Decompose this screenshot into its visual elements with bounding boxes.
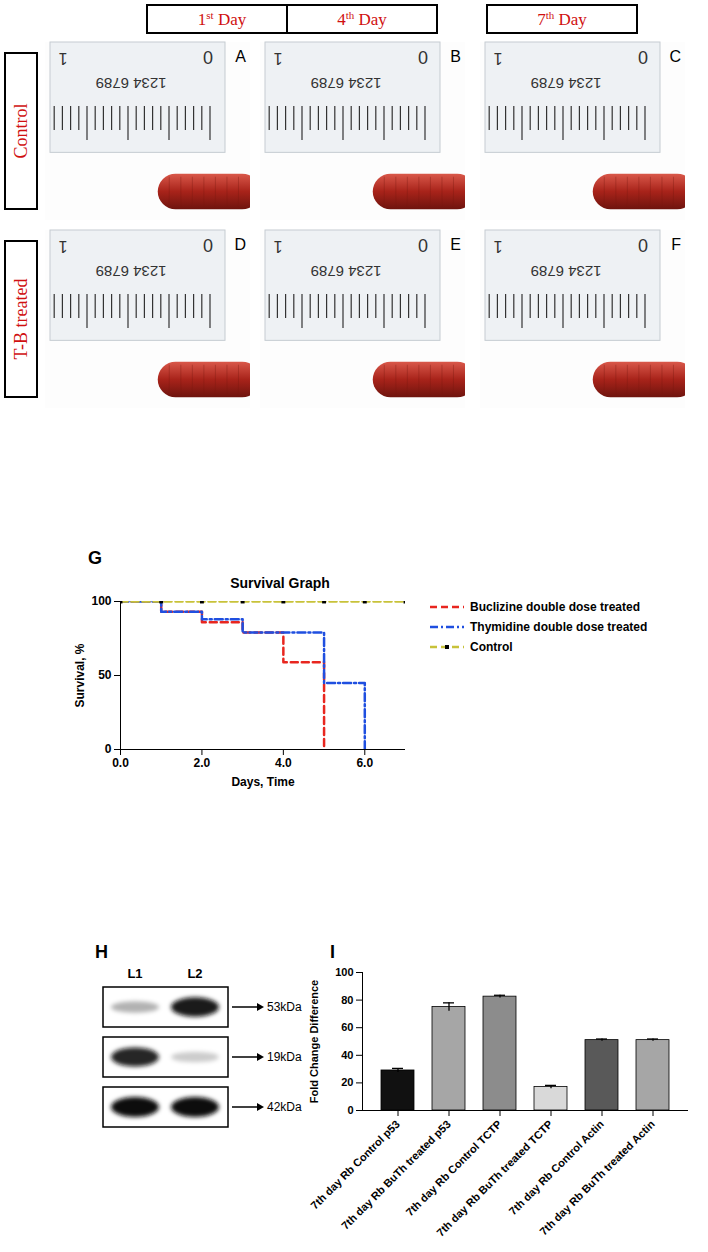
svg-text:0: 0	[418, 48, 428, 68]
svg-text:L2: L2	[187, 966, 202, 981]
svg-text:100: 100	[91, 594, 111, 608]
svg-text:0: 0	[105, 742, 112, 756]
html-text:Thymidine double dose treated: Thymidine double dose treated	[470, 620, 648, 634]
svg-text:20: 20	[341, 1076, 353, 1088]
svg-text:F: F	[671, 236, 681, 253]
svg-text:40: 40	[341, 1049, 353, 1061]
svg-text:7th day Rb Control TCTP: 7th day Rb Control TCTP	[403, 1118, 504, 1219]
svg-text:1234 6789: 1234 6789	[311, 263, 382, 280]
svg-text:7th Day: 7th Day	[537, 9, 587, 29]
svg-text:1: 1	[273, 238, 282, 255]
html-text:I: I	[330, 942, 335, 962]
svg-text:0.0: 0.0	[112, 756, 129, 770]
svg-text:1234 6789: 1234 6789	[531, 75, 602, 92]
svg-text:1234 6789: 1234 6789	[531, 263, 602, 280]
svg-text:H: H	[95, 942, 108, 962]
svg-text:1: 1	[58, 50, 67, 67]
svg-text:A: A	[235, 48, 246, 65]
svg-text:Survival, %: Survival, %	[73, 643, 87, 707]
html-text:Survival Graph: Survival Graph	[230, 575, 330, 591]
html-text:G: G	[88, 548, 102, 568]
svg-text:4.0: 4.0	[275, 756, 292, 770]
svg-text:19kDa: 19kDa	[267, 1050, 302, 1064]
svg-text:60: 60	[341, 1021, 353, 1033]
svg-text:0: 0	[638, 48, 648, 68]
svg-text:C: C	[669, 48, 681, 65]
svg-text:53kDa: 53kDa	[267, 1000, 302, 1014]
html-text:Buclizine double dose treated: Buclizine double dose treated	[470, 600, 640, 614]
svg-text:L1: L1	[127, 966, 142, 981]
svg-text:0: 0	[347, 1104, 353, 1116]
svg-text:100: 100	[335, 966, 353, 978]
svg-text:50: 50	[98, 668, 112, 682]
svg-text:7th day Rb BuTh treated TCTP: 7th day Rb BuTh treated TCTP	[434, 1117, 555, 1239]
svg-text:E: E	[450, 236, 461, 253]
svg-text:Days, Time: Days, Time	[231, 775, 294, 789]
svg-text:1234 6789: 1234 6789	[311, 75, 382, 92]
html-text:Control: Control	[470, 640, 513, 654]
svg-text:7th day Rb Control Actin: 7th day Rb Control Actin	[507, 1118, 607, 1218]
svg-text:4th Day: 4th Day	[337, 9, 387, 29]
svg-text:1st Day: 1st Day	[198, 9, 247, 29]
svg-text:B: B	[450, 48, 461, 65]
svg-text:42kDa: 42kDa	[267, 1100, 302, 1114]
svg-text:0: 0	[203, 48, 213, 68]
svg-text:D: D	[234, 236, 246, 253]
svg-text:1: 1	[493, 238, 502, 255]
svg-text:0: 0	[203, 236, 213, 256]
svg-text:2.0: 2.0	[194, 756, 211, 770]
svg-text:1: 1	[273, 50, 282, 67]
svg-text:1: 1	[58, 238, 67, 255]
svg-text:0: 0	[638, 236, 648, 256]
svg-text:T-B treated: T-B treated	[11, 279, 31, 360]
svg-text:80: 80	[341, 994, 353, 1006]
svg-text:0: 0	[418, 236, 428, 256]
svg-text:1: 1	[493, 50, 502, 67]
svg-text:Control: Control	[11, 103, 31, 158]
svg-text:1234 6789: 1234 6789	[96, 263, 167, 280]
svg-text:7th day Rb BuTh treated p53: 7th day Rb BuTh treated p53	[339, 1118, 453, 1232]
svg-text:7th day Rb BuTh treated Actin: 7th day Rb BuTh treated Actin	[537, 1118, 657, 1238]
svg-text:6.0: 6.0	[356, 756, 373, 770]
svg-text:7th day Rb Control p53: 7th day Rb Control p53	[308, 1118, 402, 1212]
svg-text:Fold Change Difference: Fold Change Difference	[308, 980, 320, 1103]
svg-text:1234 6789: 1234 6789	[96, 75, 167, 92]
